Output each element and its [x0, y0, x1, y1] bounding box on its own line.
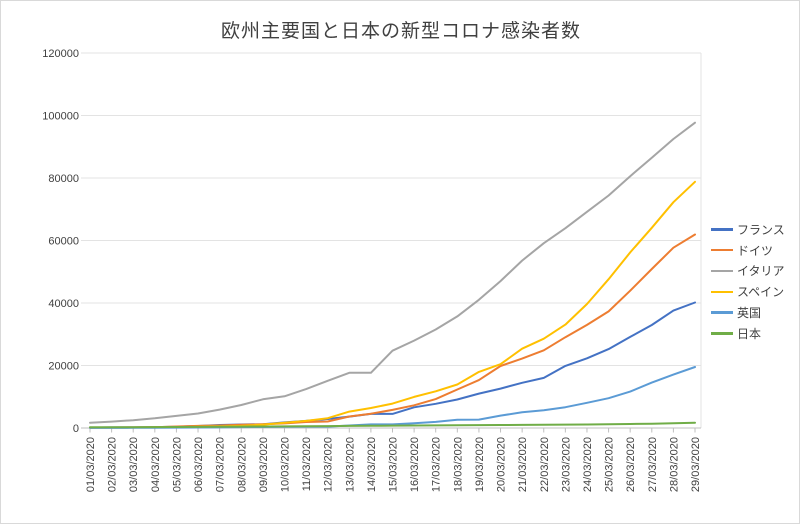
x-tick-label: 10/03/2020	[279, 437, 291, 492]
x-tick-label: 21/03/2020	[517, 437, 529, 492]
x-tick-label: 02/03/2020	[107, 437, 119, 492]
legend-line-swatch	[711, 249, 733, 252]
x-tick-label: 28/03/2020	[668, 437, 680, 492]
legend-label: イタリア	[737, 264, 785, 279]
y-tick-label: 80000	[48, 173, 79, 185]
legend-label: フランス	[737, 222, 785, 237]
x-tick-label: 01/03/2020	[85, 437, 97, 492]
x-tick-label: 29/03/2020	[690, 437, 702, 492]
x-tick-label: 06/03/2020	[193, 437, 205, 492]
legend-item[interactable]: 英国	[711, 302, 785, 323]
x-tick-label: 13/03/2020	[344, 437, 356, 492]
x-tick-label: 26/03/2020	[625, 437, 637, 492]
x-tick-label: 23/03/2020	[560, 437, 572, 492]
x-tick-label: 03/03/2020	[128, 437, 140, 492]
legend-line-swatch	[711, 290, 733, 293]
legend-label: 日本	[737, 326, 762, 341]
y-tick-label: 0	[73, 423, 79, 435]
x-tick-label: 15/03/2020	[388, 437, 400, 492]
x-tick-label: 22/03/2020	[539, 437, 551, 492]
y-tick-label: 120000	[42, 48, 79, 60]
legend-item[interactable]: イタリア	[711, 261, 785, 282]
legend-label: 英国	[737, 306, 762, 321]
legend-item[interactable]: フランス	[711, 219, 785, 240]
x-tick-label: 24/03/2020	[582, 437, 594, 492]
x-tick-label: 07/03/2020	[215, 437, 227, 492]
legend: フランスドイツイタリアスペイン英国日本	[711, 219, 785, 344]
x-tick-label: 16/03/2020	[409, 437, 421, 492]
chart-title: 欧州主要国と日本の新型コロナ感染者数	[220, 21, 581, 42]
legend-label: ドイツ	[737, 243, 774, 258]
x-tick-label: 18/03/2020	[452, 437, 464, 492]
y-tick-label: 40000	[48, 298, 79, 310]
legend-item[interactable]: スペイン	[711, 281, 785, 302]
series-line-英国[interactable]	[89, 366, 696, 429]
legend-line-swatch	[711, 332, 733, 335]
x-tick-label: 08/03/2020	[236, 437, 248, 492]
series-line-イタリア[interactable]	[89, 121, 696, 424]
x-tick-label: 09/03/2020	[258, 437, 270, 492]
x-tick-label: 05/03/2020	[171, 437, 183, 492]
legend-item[interactable]: ドイツ	[711, 240, 785, 261]
x-tick-label: 27/03/2020	[647, 437, 659, 492]
series-line-スペイン[interactable]	[89, 180, 696, 429]
legend-item[interactable]: 日本	[711, 323, 785, 344]
y-tick-label: 20000	[48, 361, 79, 373]
x-tick-label: 17/03/2020	[431, 437, 443, 492]
legend-label: スペイン	[737, 285, 785, 300]
x-tick-label: 19/03/2020	[474, 437, 486, 492]
legend-line-swatch	[711, 228, 733, 231]
y-tick-label: 60000	[48, 236, 79, 248]
x-tick-label: 14/03/2020	[366, 437, 378, 492]
x-tick-label: 11/03/2020	[301, 437, 313, 491]
x-tick-label: 12/03/2020	[323, 437, 335, 492]
x-tick-label: 04/03/2020	[150, 437, 162, 492]
x-tick-label: 25/03/2020	[604, 437, 616, 492]
series-line-日本[interactable]	[89, 421, 696, 429]
y-tick-label: 100000	[42, 111, 79, 123]
legend-line-swatch	[711, 269, 733, 273]
legend-line-swatch	[711, 311, 733, 314]
x-tick-label: 20/03/2020	[496, 437, 508, 492]
